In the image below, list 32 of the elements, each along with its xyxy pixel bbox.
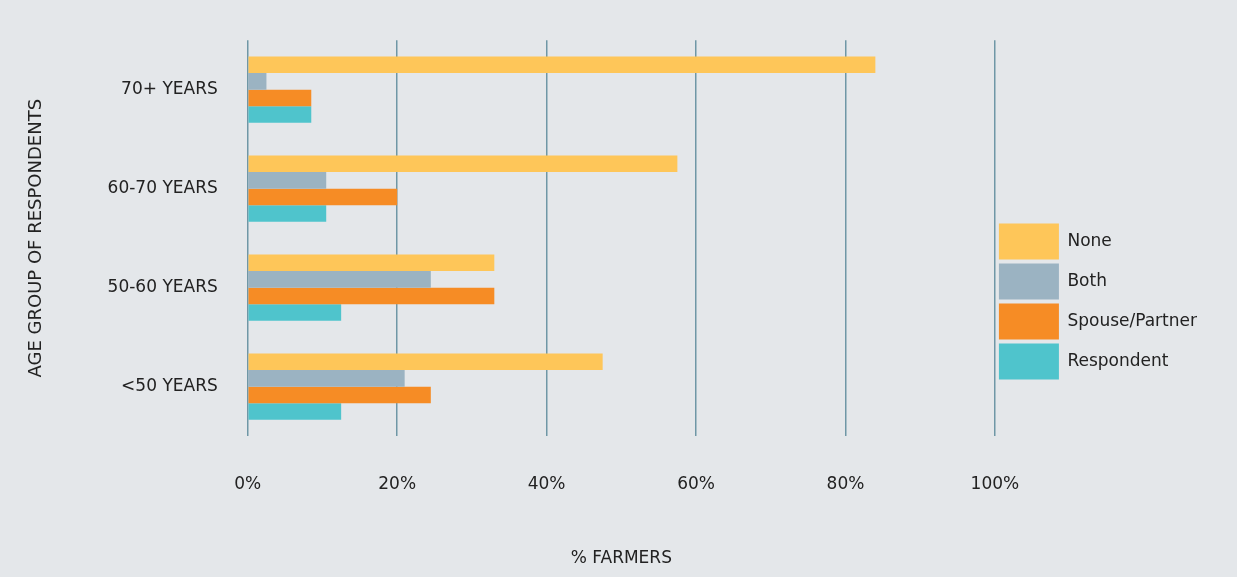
x-tick-label: 40% bbox=[527, 472, 566, 493]
y-tick-label: 70+ YEARS bbox=[121, 78, 218, 99]
bar bbox=[248, 271, 431, 288]
y-tick-label: <50 YEARS bbox=[121, 375, 218, 396]
bar bbox=[248, 254, 495, 272]
bar bbox=[248, 386, 431, 404]
x-tick-label: 0% bbox=[234, 472, 262, 493]
y-tick-label: 50-60 YEARS bbox=[107, 276, 218, 297]
legend-label: Respondent bbox=[1067, 349, 1169, 370]
x-tick-label: 60% bbox=[677, 472, 715, 493]
bar bbox=[248, 370, 405, 387]
bar bbox=[248, 89, 312, 107]
bar bbox=[248, 172, 327, 189]
bar bbox=[248, 353, 603, 371]
x-tick-label: 80% bbox=[826, 472, 865, 493]
bar bbox=[248, 155, 678, 173]
x-tick-label: 20% bbox=[378, 472, 417, 493]
bar bbox=[248, 287, 495, 305]
legend-label: Both bbox=[1067, 269, 1107, 290]
bar bbox=[248, 106, 312, 123]
bar bbox=[248, 205, 327, 222]
legend-label: Spouse/Partner bbox=[1067, 309, 1198, 330]
bar bbox=[248, 188, 398, 206]
x-tick-label: 100% bbox=[970, 472, 1020, 493]
bar bbox=[248, 56, 876, 74]
legend-label: None bbox=[1067, 229, 1112, 250]
bar bbox=[248, 403, 342, 420]
bar bbox=[248, 304, 342, 321]
y-tick-label: 60-70 YEARS bbox=[107, 177, 218, 198]
bar bbox=[248, 73, 267, 90]
y-axis-title: AGE GROUP OF RESPONDENTS bbox=[24, 98, 46, 378]
x-axis-title: % FARMERS bbox=[570, 547, 672, 568]
